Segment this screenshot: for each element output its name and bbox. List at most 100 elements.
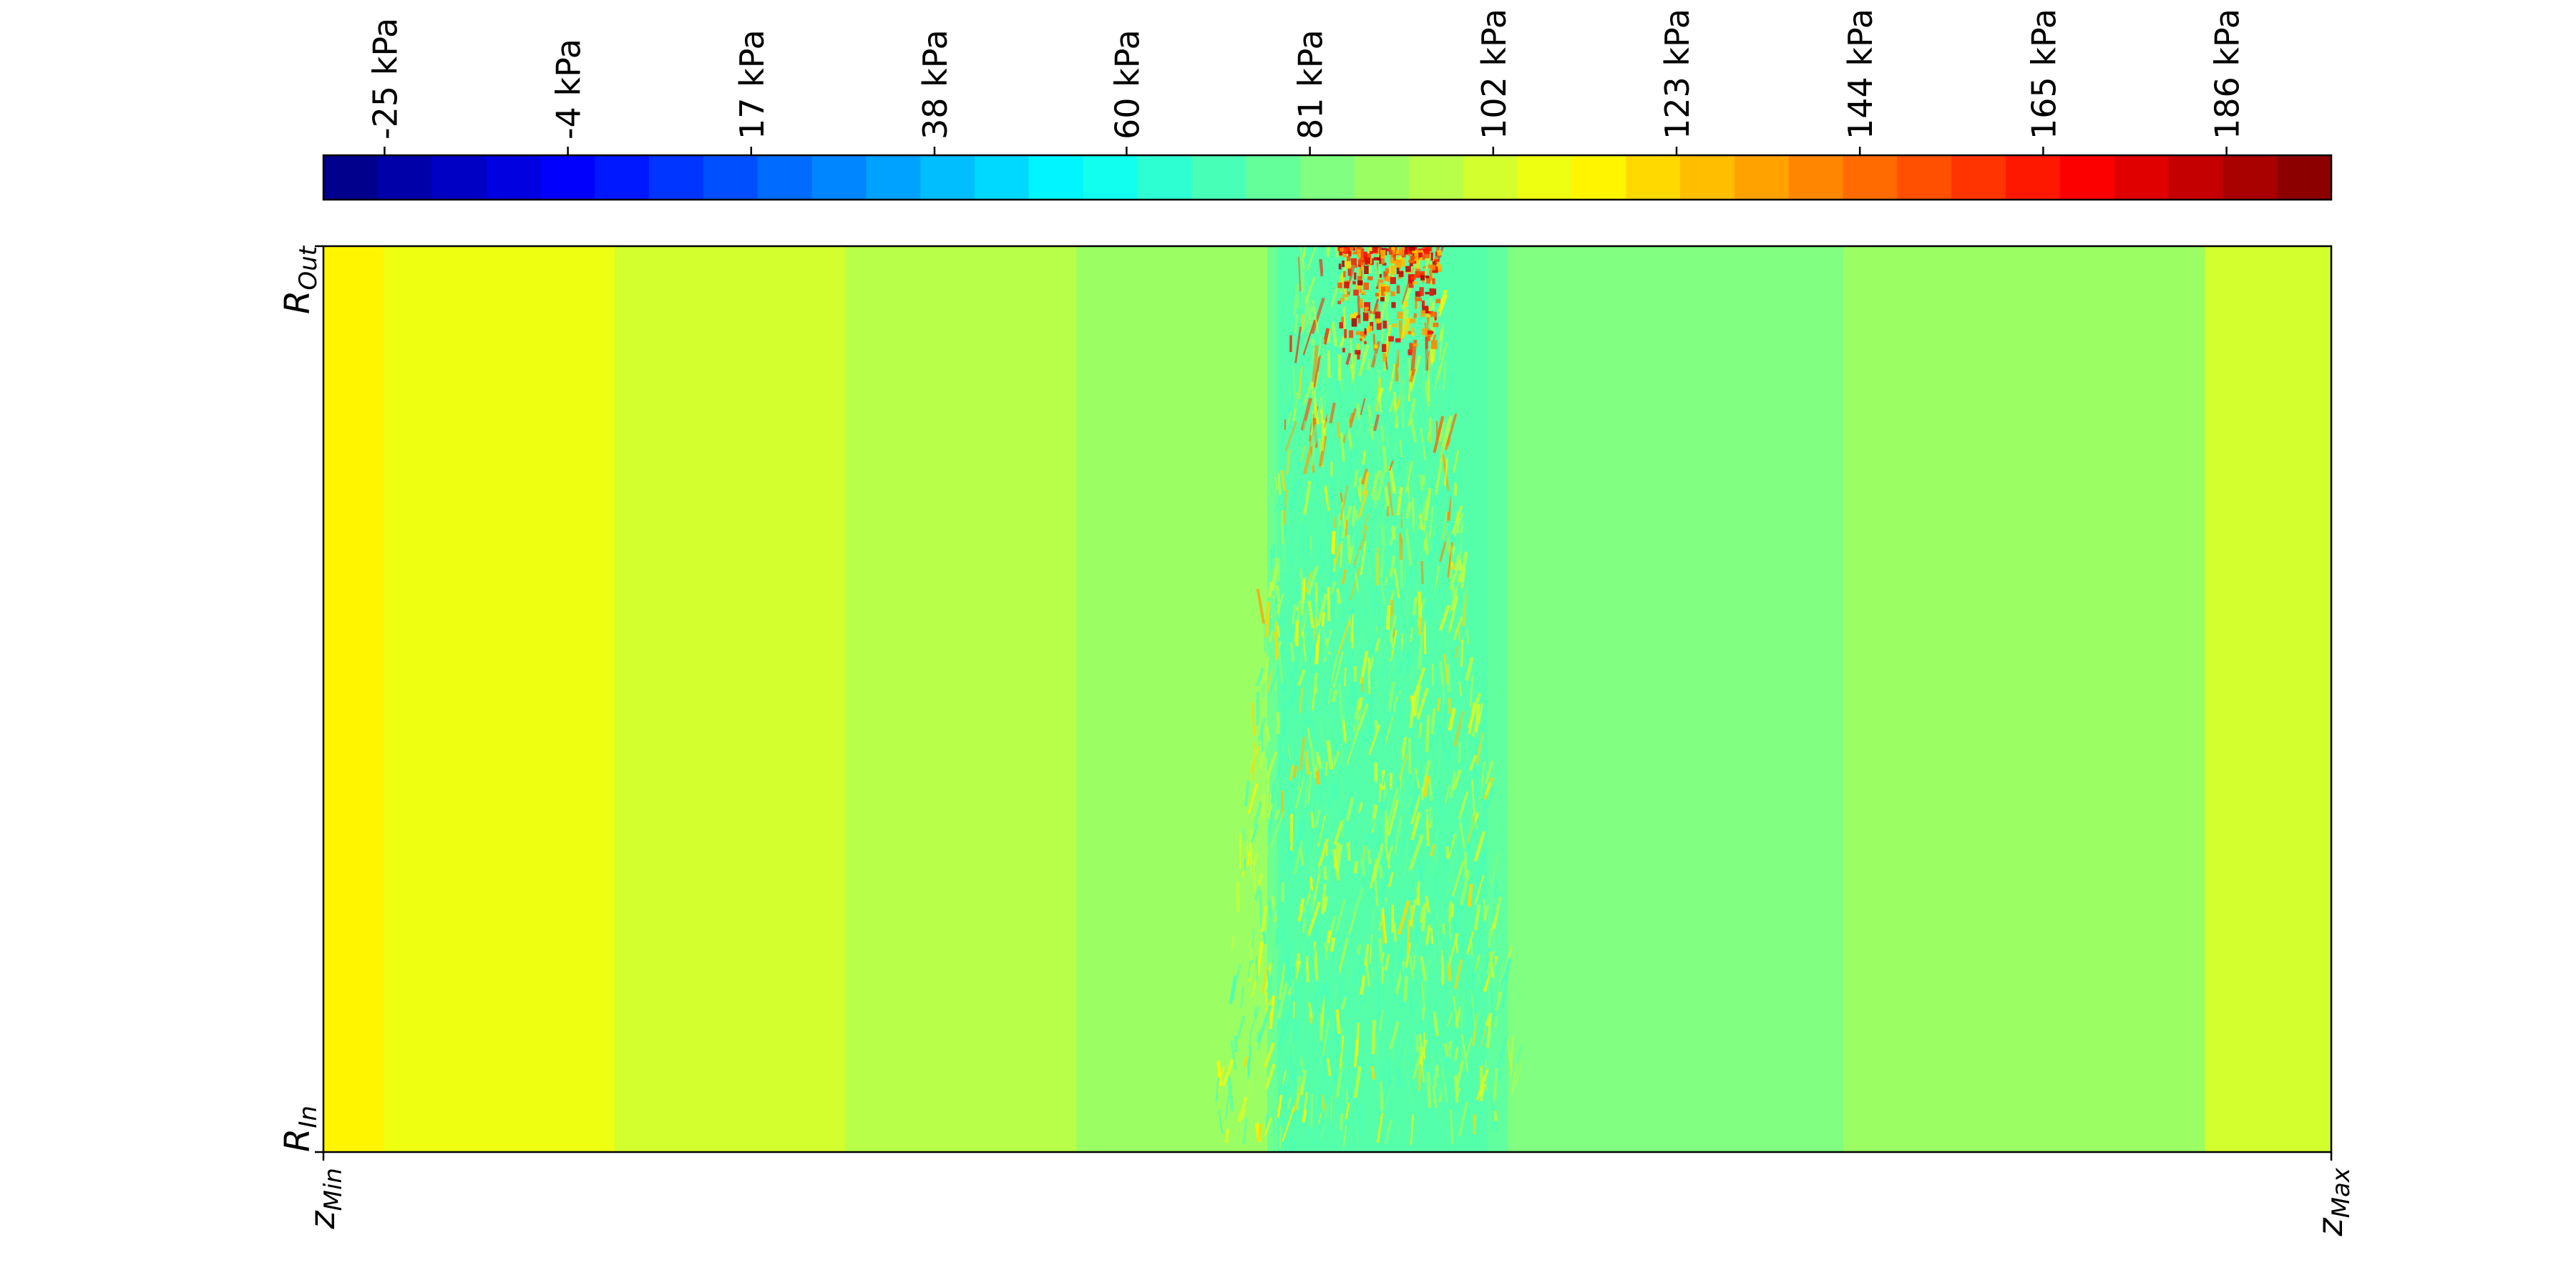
disturbance-stroke [1407,989,1414,1015]
disturbance-stroke [1415,550,1423,567]
disturbance-stroke [1341,819,1345,838]
field-disturbance [1215,246,1525,1152]
disturbance-hotspot [1339,322,1343,328]
disturbance-hotspot [1355,246,1362,253]
disturbance-stroke [1342,1125,1347,1147]
disturbance-stroke [1274,493,1282,513]
disturbance-stroke [1269,1079,1272,1097]
disturbance-stroke [1373,519,1381,559]
disturbance-stroke [1345,1103,1350,1120]
disturbance-stroke [1387,411,1398,434]
colorbar-level [1897,155,1952,200]
disturbance-stroke [1318,377,1323,391]
disturbance-stroke [1271,565,1279,592]
disturbance-stroke [1310,811,1314,829]
disturbance-stroke [1264,656,1269,681]
disturbance-stroke [1388,615,1397,643]
disturbance-hotspot [1367,276,1373,280]
colorbar-level [431,155,487,200]
disturbance-stroke [1397,1126,1400,1139]
disturbance-stroke [1335,587,1342,604]
colorbar-level [540,155,595,200]
disturbance-stroke [1287,691,1295,708]
disturbance-stroke [1308,316,1315,333]
disturbance-stroke [1265,975,1274,993]
disturbance-stroke [1298,366,1303,399]
disturbance-stroke [1337,618,1352,655]
disturbance-stroke [1465,629,1470,645]
disturbance-stroke [1435,721,1440,754]
disturbance-stroke [1309,740,1317,778]
disturbance-stroke [1267,582,1273,597]
disturbance-stroke [1362,450,1367,464]
disturbance-stroke [1299,1056,1304,1073]
disturbance-stroke [1407,1079,1413,1106]
disturbance-stroke [1224,1128,1230,1143]
disturbance-stroke [1247,1035,1252,1048]
colorbar-level [1354,155,1410,200]
colorbar-tick-label: -4 kPa [550,39,588,140]
disturbance-stroke [1265,725,1271,741]
disturbance-stroke [1295,1075,1301,1111]
disturbance-stroke [1427,734,1435,754]
colorbar: -25 kPa -4 kPa 17 kPa 38 kPa 60 kPa 81 kPa 102… [322,9,2333,201]
disturbance-stroke [1351,670,1357,708]
disturbance-stroke [1319,1103,1330,1139]
disturbance-stroke [1304,276,1316,303]
disturbance-hotspot [1424,248,1430,255]
disturbance-stroke [1468,702,1476,735]
disturbance-stroke [1430,772,1440,801]
disturbance-stroke [1274,557,1279,570]
disturbance-stroke [1493,879,1498,899]
disturbance-stroke [1321,760,1327,774]
disturbance-hotspot [1427,334,1433,337]
disturbance-stroke [1410,627,1413,642]
disturbance-stroke [1361,513,1370,535]
disturbance-stroke [1357,801,1363,813]
disturbance-stroke [1294,326,1302,364]
disturbance-hotspot [1374,344,1378,348]
disturbance-hotspot [1344,328,1347,338]
disturbance-stroke [1314,809,1321,828]
disturbance-stroke [1282,673,1288,695]
disturbance-stroke [1411,667,1426,702]
disturbance-stroke [1345,519,1348,537]
disturbance-hotspot [1390,265,1395,275]
disturbance-hotspot [1349,246,1353,255]
disturbance-stroke [1412,597,1418,615]
disturbance-stroke [1335,844,1343,874]
disturbance-stroke [1321,612,1326,628]
disturbance-hotspot [1350,313,1356,320]
disturbance-stroke [1418,1040,1428,1065]
disturbance-stroke [1268,995,1276,1030]
disturbance-stroke [1371,965,1377,978]
disturbance-stroke [1381,329,1385,342]
disturbance-stroke [1395,960,1406,995]
disturbance-stroke [1387,482,1394,516]
disturbance-stroke [1347,912,1357,935]
disturbance-stroke [1364,957,1371,987]
disturbance-stroke [1319,328,1324,356]
disturbance-stroke [1307,600,1314,628]
disturbance-stroke [1466,880,1471,907]
disturbance-stroke [1279,1125,1282,1149]
disturbance-stroke [1352,505,1356,527]
disturbance-stroke [1324,632,1335,658]
disturbance-stroke [1497,963,1503,999]
disturbance-stroke [1395,444,1407,479]
disturbance-hotspot [1402,247,1407,254]
disturbance-stroke [1289,552,1293,572]
disturbance-stroke [1376,387,1385,403]
disturbance-stroke [1438,323,1445,360]
disturbance-stroke [1274,477,1278,490]
disturbance-stroke [1464,739,1470,759]
disturbance-stroke [1241,851,1252,878]
disturbance-stroke [1378,866,1383,879]
disturbance-stroke [1387,799,1399,836]
disturbance-hotspot [1351,258,1357,265]
disturbance-stroke [1267,774,1270,811]
disturbance-stroke [1357,296,1361,323]
disturbance-stroke [1297,760,1300,786]
disturbance-stroke [1372,297,1380,315]
disturbance-stroke [1316,1111,1326,1143]
